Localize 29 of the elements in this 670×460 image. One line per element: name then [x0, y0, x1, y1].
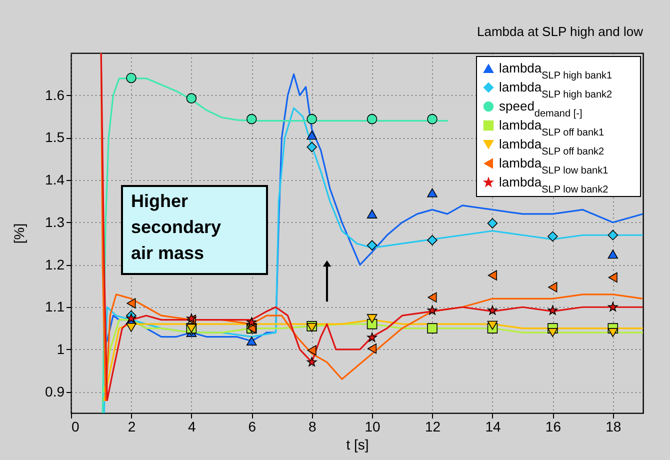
x-tick-label: 6 [248, 418, 256, 434]
x-axis-title: t [s] [346, 436, 369, 452]
x-tick-label: 4 [188, 418, 196, 434]
legend-label: lambda$_{SLP low bank2}$ [499, 174, 609, 195]
y-tick-label: 1.5 [45, 129, 65, 146]
annotation: Higher secondary air mass [131, 191, 222, 263]
y-tick-label: 1.4 [45, 172, 65, 188]
y-tick-label: 1 [56, 340, 65, 357]
legend-label: lambda$_{SLP off bank1}$ [499, 118, 605, 138]
x-tick-label: 0 [72, 418, 80, 434]
legend-label: speed$_{demand [-]}$ [499, 98, 582, 119]
x-tick-label: 14 [485, 418, 501, 434]
y-tick-label: 1.6 [45, 86, 65, 103]
chart-title: Lambda at SLP high and low [477, 24, 644, 39]
y-tick-label: 1.1 [45, 298, 65, 315]
y-tick-label: 1.2 [45, 256, 65, 272]
x-tick-label: 2 [128, 418, 136, 434]
x-tick-label: 16 [545, 418, 562, 434]
x-tick-label: 10 [364, 418, 381, 434]
legend-label: lambda$_{SLP low bank1}$ [499, 156, 609, 176]
y-axis-title: [%] [11, 223, 28, 244]
legend-label: lambda$_{SLP high bank1}$ [499, 60, 613, 81]
x-tick-label: 12 [424, 418, 441, 434]
x-tick-label: 8 [308, 418, 316, 434]
y-tick-label: 1.3 [45, 214, 65, 230]
legend-label: lambda$_{SLP high bank2}$ [499, 80, 613, 100]
x-tick-label: 18 [606, 418, 622, 434]
y-tick-label: 0.9 [45, 383, 65, 400]
legend-label: lambda$_{SLP off bank2}$ [499, 136, 605, 157]
